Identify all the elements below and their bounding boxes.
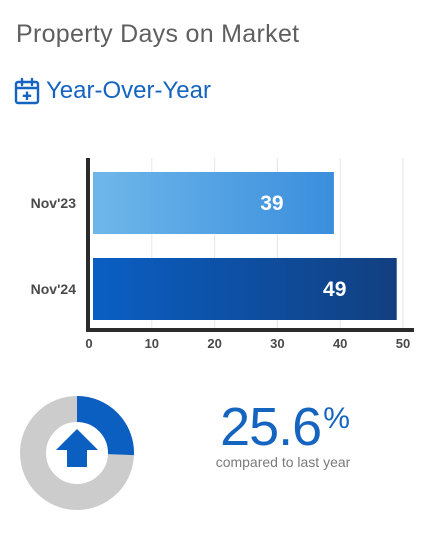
page-title: Property Days on Market — [16, 20, 300, 48]
bar — [93, 172, 334, 234]
category-label: Nov'24 — [31, 281, 77, 297]
axes: Nov'23 Nov'24 0 10 20 30 40 50 — [31, 158, 414, 351]
x-tick-label: 50 — [396, 336, 410, 351]
bar-value-label: 49 — [323, 278, 346, 301]
x-tick-label: 20 — [207, 336, 221, 351]
compare-caption: compared to last year — [215, 454, 351, 470]
days-on-market-bar-chart: 39 49 Nov'23 Nov'24 0 10 20 30 40 50 — [31, 158, 414, 351]
change-donut — [20, 396, 134, 510]
calendar-plus-icon — [14, 77, 40, 105]
bars: 39 49 — [93, 172, 397, 320]
donut-progress-arc — [76, 396, 134, 456]
x-tick-label: 30 — [270, 336, 284, 351]
bar — [93, 258, 397, 320]
x-tick-label: 10 — [145, 336, 159, 351]
category-label: Nov'23 — [31, 195, 77, 211]
subtitle-row: Year-Over-Year — [14, 76, 211, 106]
change-value: 25.6 — [220, 397, 322, 457]
percent-symbol: % — [323, 402, 350, 435]
bar-value-label: 39 — [260, 192, 283, 215]
chart-subtitle: Year-Over-Year — [46, 77, 211, 104]
x-tick-label: 0 — [85, 336, 92, 351]
arrow-up-icon — [56, 429, 98, 467]
change-percentage: 25.6% — [200, 396, 370, 458]
x-tick-label: 40 — [333, 336, 347, 351]
